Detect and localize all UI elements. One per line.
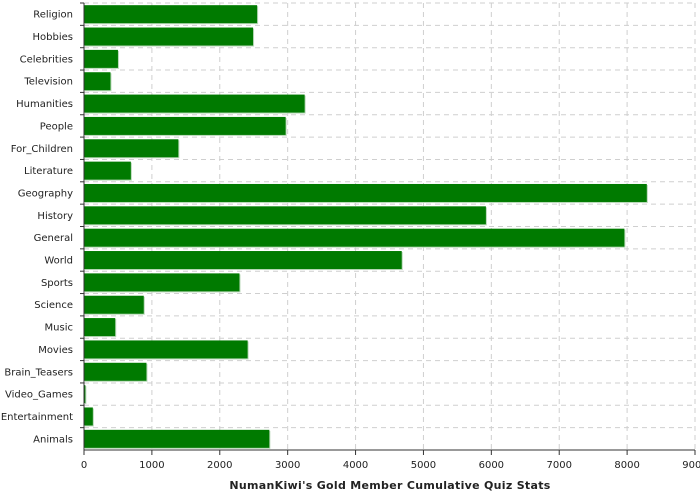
x-tick-label: 3000 <box>275 460 300 471</box>
bar <box>84 407 93 426</box>
bar <box>84 228 625 247</box>
category-label: Animals <box>33 434 73 445</box>
x-tick-label: 8000 <box>614 460 639 471</box>
category-label: Television <box>23 77 73 88</box>
bar <box>84 161 131 180</box>
category-label: History <box>37 211 73 222</box>
category-label: Movies <box>38 345 73 356</box>
bar <box>84 5 258 24</box>
category-label: Science <box>34 300 73 311</box>
x-tick-label: 7000 <box>546 460 571 471</box>
bar <box>84 72 111 91</box>
bar-shadow <box>85 386 87 405</box>
category-label: People <box>40 121 73 132</box>
category-label: General <box>34 233 73 244</box>
bar <box>84 139 179 158</box>
category-label: Celebrities <box>20 54 73 65</box>
bar <box>84 49 118 68</box>
bar <box>84 251 402 270</box>
category-label: Humanities <box>16 99 73 110</box>
bar <box>84 116 286 135</box>
x-tick-label: 5000 <box>411 460 436 471</box>
x-tick-label: 6000 <box>479 460 504 471</box>
x-tick-label: 2000 <box>207 460 232 471</box>
category-label: For_Children <box>11 144 73 155</box>
grid-layer <box>84 2 696 451</box>
axis-layer: Religion Hobbies Celebrities Television Huma… <box>1 2 700 471</box>
x-tick-label: 1000 <box>139 460 164 471</box>
category-label: Entertainment <box>1 412 73 423</box>
category-label: Video_Games <box>5 390 73 401</box>
bar <box>84 183 647 202</box>
bar <box>84 362 147 381</box>
bar <box>84 295 144 314</box>
category-label: Hobbies <box>33 32 73 43</box>
category-label: Religion <box>33 10 73 21</box>
category-label: World <box>44 256 73 267</box>
category-label: Music <box>45 323 73 334</box>
bar <box>84 318 116 337</box>
x-axis-title: NumanKiwi's Gold Member Cumulative Quiz … <box>229 479 550 492</box>
category-label: Brain_Teasers <box>4 367 73 378</box>
bar <box>84 340 248 359</box>
category-label: Literature <box>24 166 73 177</box>
bar <box>84 94 305 113</box>
bar <box>84 385 86 404</box>
category-label: Geography <box>18 188 73 199</box>
x-tick-label: 0 <box>81 460 87 471</box>
bar <box>84 273 240 292</box>
bar <box>84 429 270 448</box>
bar <box>84 206 486 225</box>
bar <box>84 27 254 46</box>
category-label: Sports <box>41 278 73 289</box>
bar-layer <box>84 5 648 449</box>
x-tick-label: 4000 <box>343 460 368 471</box>
x-tick-label: 9000 <box>682 460 700 471</box>
